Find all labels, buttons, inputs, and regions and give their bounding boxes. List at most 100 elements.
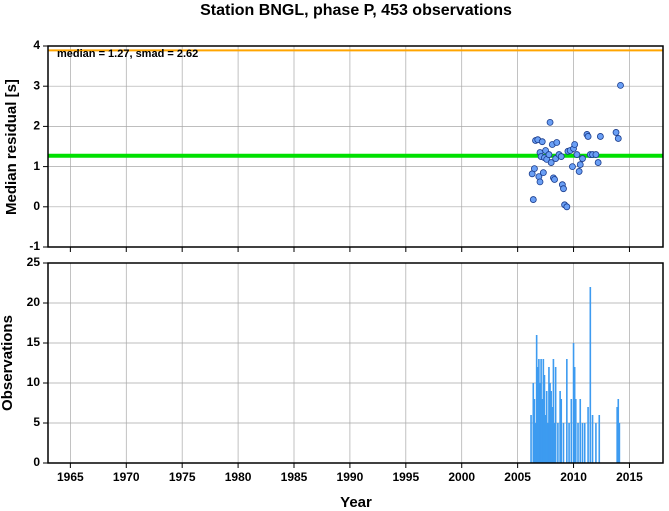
data-point — [584, 133, 592, 140]
data-point — [545, 151, 553, 158]
y-tick-label: -1 — [29, 239, 40, 253]
bar — [549, 383, 551, 463]
bar — [548, 367, 550, 463]
y-tick-label: 10 — [27, 375, 41, 389]
data-point — [592, 151, 600, 158]
bar — [577, 423, 579, 463]
bar — [539, 383, 541, 463]
data-point — [551, 176, 558, 183]
data-point — [538, 138, 546, 146]
bar — [581, 423, 584, 463]
data-point — [573, 151, 581, 158]
data-point — [617, 81, 624, 89]
data-point — [594, 159, 602, 166]
data-point — [539, 169, 547, 177]
data-point — [569, 163, 576, 171]
bar — [574, 399, 577, 463]
data-point — [563, 203, 571, 211]
bar — [541, 399, 544, 463]
bar — [550, 391, 552, 463]
bar — [560, 399, 563, 463]
y-tick-label: 4 — [33, 38, 40, 52]
bar — [583, 423, 586, 463]
y-axis-label: Median residual [s] — [3, 79, 20, 215]
x-tick-label: 1980 — [225, 470, 252, 484]
bar — [540, 359, 542, 463]
bar — [534, 423, 537, 463]
data-point — [529, 196, 537, 203]
y-tick-label: 25 — [27, 255, 41, 269]
bar — [589, 287, 592, 463]
data-point — [576, 161, 584, 168]
bar — [547, 423, 549, 463]
bar — [553, 423, 556, 463]
x-tick-label: 1990 — [337, 470, 364, 484]
y-tick-label: 5 — [33, 415, 40, 429]
data-point — [536, 178, 544, 186]
x-tick-label: 2000 — [448, 470, 475, 484]
bar — [572, 343, 575, 463]
bar — [591, 415, 594, 463]
bar — [544, 415, 547, 463]
data-point — [531, 165, 538, 173]
bar — [542, 359, 545, 463]
annotation: median = 1.27, smad = 2.62 — [57, 48, 198, 60]
bar — [568, 423, 570, 463]
bar — [566, 359, 568, 463]
bar — [536, 367, 539, 463]
data-point — [596, 133, 604, 140]
x-tick-label: 1970 — [113, 470, 140, 484]
x-tick-label: 2005 — [504, 470, 531, 484]
bar — [616, 407, 618, 463]
bar — [545, 391, 548, 463]
bar — [551, 407, 554, 463]
bar — [538, 359, 540, 463]
bar — [557, 423, 559, 463]
data-point — [579, 155, 586, 162]
bar — [579, 399, 582, 463]
bar — [618, 423, 621, 463]
x-axis-label: Year — [340, 494, 372, 511]
x-tick-label: 1985 — [281, 470, 308, 484]
bar — [533, 399, 536, 463]
data-point — [553, 139, 561, 146]
y-tick-label: 2 — [33, 119, 40, 133]
plot-frame — [47, 262, 664, 464]
bar — [532, 383, 535, 463]
bar — [530, 415, 532, 463]
x-tick-label: 1965 — [57, 470, 84, 484]
data-point — [612, 129, 620, 136]
bar — [552, 359, 555, 463]
y-axis-label: Observations — [0, 315, 16, 411]
bar — [543, 375, 546, 463]
bar — [570, 399, 573, 463]
plot-frame — [47, 45, 664, 248]
x-tick-label: 2010 — [560, 470, 587, 484]
y-tick-label: 15 — [27, 335, 41, 349]
data-point — [614, 135, 622, 142]
bar — [573, 367, 576, 463]
bar — [554, 367, 557, 463]
y-tick-label: 0 — [33, 199, 40, 213]
y-tick-label: 3 — [33, 78, 40, 92]
bar — [587, 407, 589, 463]
data-point — [547, 159, 555, 166]
y-tick-label: 0 — [33, 455, 40, 469]
y-tick-label: 1 — [33, 159, 40, 173]
x-tick-label: 2015 — [616, 470, 643, 484]
data-point — [557, 153, 565, 160]
data-point — [575, 168, 583, 175]
bar — [617, 399, 620, 463]
bar — [595, 423, 597, 463]
bar — [562, 423, 565, 463]
data-point — [546, 118, 554, 126]
data-point — [571, 141, 579, 148]
y-tick-label: 20 — [27, 295, 41, 309]
bar — [535, 335, 538, 463]
chart-title: Station BNGL, phase P, 453 observations — [200, 2, 512, 19]
x-tick-label: 1975 — [169, 470, 196, 484]
bar — [559, 391, 561, 463]
data-point — [560, 185, 567, 193]
x-tick-label: 1995 — [392, 470, 419, 484]
